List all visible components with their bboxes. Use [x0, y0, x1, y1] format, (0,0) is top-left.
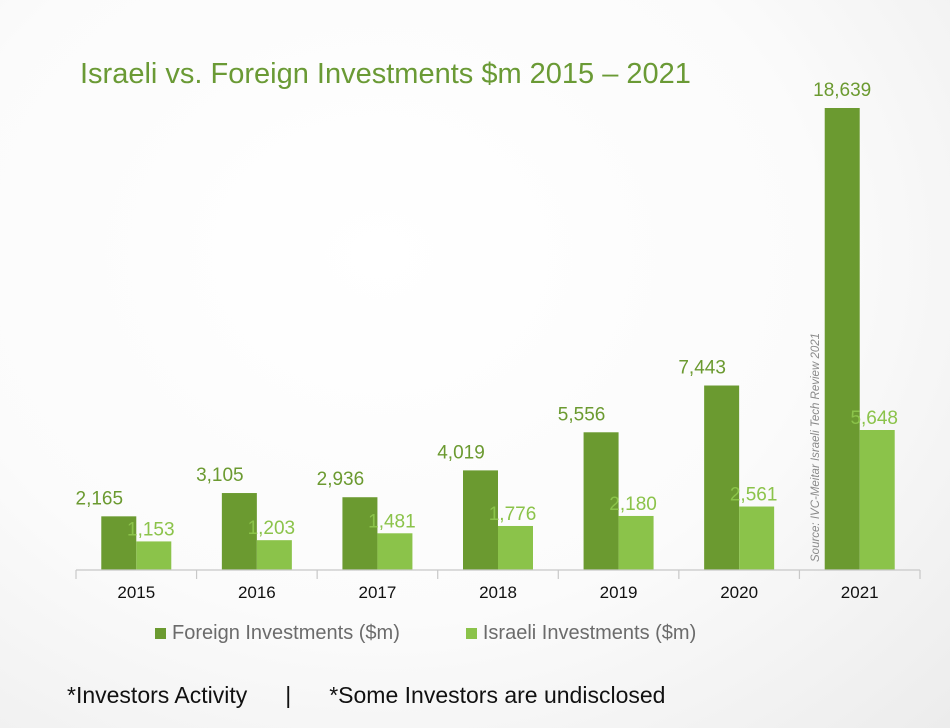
footnote-separator: | — [285, 682, 292, 708]
legend: Foreign Investments ($m) Israeli Investm… — [155, 622, 762, 645]
legend-label-foreign: Foreign Investments ($m) — [172, 622, 400, 644]
bar-israeli-2020 — [739, 506, 775, 570]
bar-israeli-2018 — [498, 525, 533, 570]
legend-item-foreign: Foreign Investments ($m) — [155, 622, 400, 645]
bar-israeli-2021 — [859, 430, 895, 570]
x-tick-label-2016: 2016 — [238, 583, 276, 602]
x-tick-label-2020: 2020 — [720, 583, 758, 602]
chart-title: Israeli vs. Foreign Investments $m 2015 … — [80, 58, 691, 90]
bar-foreign-2015 — [101, 516, 137, 570]
data-label-israeli-2017: 1,481 — [368, 511, 416, 532]
bars-group — [101, 108, 895, 570]
data-label-foreign-2017: 2,936 — [317, 469, 365, 490]
footnote-investors-activity: *Investors Activity — [67, 682, 248, 708]
legend-item-israeli: Israeli Investments ($m) — [465, 622, 697, 645]
data-label-israeli-2021: 5,648 — [850, 408, 898, 429]
x-tick-label-2017: 2017 — [359, 583, 397, 602]
data-label-foreign-2020: 7,443 — [678, 358, 726, 379]
x-tick-label-2015: 2015 — [117, 583, 155, 602]
data-label-foreign-2019: 5,556 — [558, 404, 606, 425]
data-label-israeli-2015: 1,153 — [127, 519, 175, 540]
bar-israeli-2016 — [256, 540, 292, 570]
bar-foreign-2021 — [824, 108, 860, 570]
x-tick-label-2021: 2021 — [841, 583, 879, 602]
bar-israeli-2019 — [618, 515, 654, 570]
x-axis-ticks — [75, 570, 921, 579]
data-label-israeli-2020: 2,561 — [730, 485, 778, 506]
bar-foreign-2018 — [463, 470, 498, 570]
source-note: Source: IVC-Meitar Israeli Tech Review 2… — [810, 333, 822, 562]
legend-swatch-israeli — [465, 628, 477, 639]
data-label-foreign-2021: 18,639 — [813, 80, 871, 101]
data-label-israeli-2019: 2,180 — [609, 494, 657, 515]
bar-foreign-2017 — [342, 497, 378, 570]
data-label-foreign-2015: 2,165 — [76, 488, 124, 509]
data-label-foreign-2018: 4,019 — [437, 442, 485, 463]
x-axis-tick-labels: 2015 2016 2017 2018 2019 2020 2021 — [117, 583, 878, 602]
bar-foreign-2020 — [704, 385, 740, 570]
bar-israeli-2015 — [136, 541, 172, 570]
legend-label-israeli: Israeli Investments ($m) — [482, 622, 697, 644]
footnote: *Investors Activity | *Some Investors are … — [67, 682, 665, 709]
data-label-foreign-2016: 3,105 — [196, 465, 244, 486]
data-label-israeli-2016: 1,203 — [248, 518, 296, 539]
x-tick-label-2018: 2018 — [479, 583, 517, 602]
bar-israeli-2017 — [377, 533, 413, 570]
bar-foreign-2019 — [583, 432, 619, 570]
data-label-israeli-2018: 1,776 — [489, 504, 537, 525]
x-tick-label-2019: 2019 — [600, 583, 638, 602]
legend-swatch-foreign — [155, 628, 166, 639]
footnote-undisclosed: *Some Investors are undisclosed — [329, 682, 666, 708]
bar-foreign-2016 — [221, 493, 257, 570]
